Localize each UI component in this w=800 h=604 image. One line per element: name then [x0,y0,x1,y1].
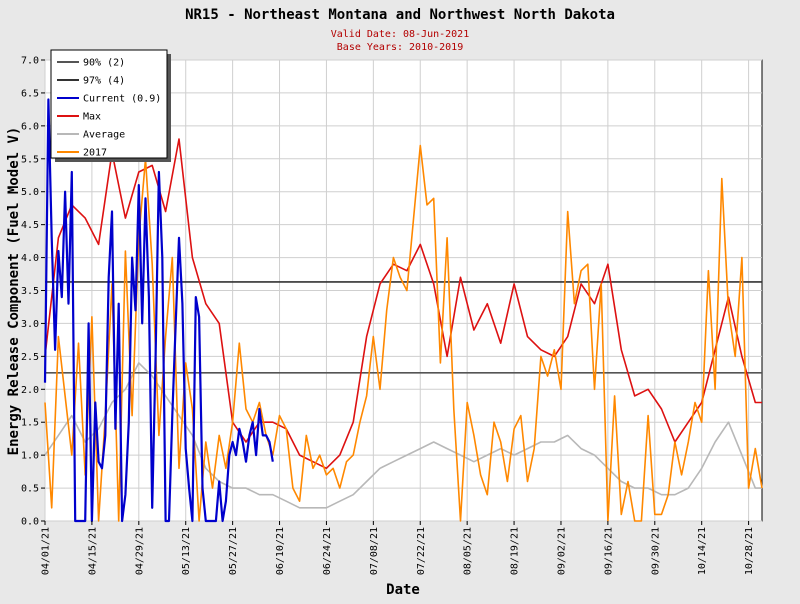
legend-label: Average [83,130,125,141]
y-tick-label: 1.5 [21,418,39,429]
y-tick-label: 4.0 [21,253,39,264]
y-tick-label: 3.0 [21,319,39,330]
chart-title: NR15 - Northeast Montana and Northwest N… [185,7,615,23]
x-tick-label: 04/15/21 [87,527,98,575]
y-tick-label: 6.0 [21,121,39,132]
y-tick-label: 5.0 [21,187,39,198]
y-tick-label: 6.5 [21,88,39,99]
series-line [44,362,762,509]
x-tick-label: 07/08/21 [369,527,380,575]
x-tick-label: 04/01/21 [41,527,52,575]
y-axis-ticks: 0.0 0.5 1.0 1.5 2.0 2.5 3.0 3.5 4.0 4.5 5.0 5.5 6.0 6… [21,56,45,528]
y-tick-label: 0.5 [21,484,39,495]
x-tick-label: 06/24/21 [322,527,333,575]
x-tick-label: 05/27/21 [228,527,239,575]
x-tick-label: 04/29/21 [134,527,145,575]
x-tick-label: 10/14/21 [697,527,708,575]
x-tick-label: 08/05/21 [463,527,474,575]
y-tick-label: 1.0 [21,451,39,462]
x-tick-label: 09/16/21 [603,527,614,575]
chart-valid-date: Valid Date: 08-Jun-2021 [331,29,469,40]
x-tick-label: 06/10/21 [275,527,286,575]
y-tick-label: 5.5 [21,154,39,165]
x-tick-label: 05/13/21 [181,527,192,575]
x-axis-title: Date [386,582,420,598]
series-line [44,138,762,470]
legend-label: 90% (2) [83,58,125,69]
legend-box [50,49,168,159]
y-tick-label: 2.5 [21,352,39,363]
series-line [43,98,274,523]
chart-base-years: Base Years: 2010-2019 [337,42,463,53]
y-axis-title: Energy Release Component (Fuel Model V) [6,127,22,456]
x-tick-label: 08/19/21 [510,527,521,575]
y-tick-label: 0.0 [21,517,39,528]
y-tick-label: 3.5 [21,286,39,297]
legend-label: Current (0.9) [83,94,161,105]
y-tick-label: 7.0 [21,56,39,67]
x-axis-ticks: 04/01/21 04/15/21 04/29/21 05/13/21 05/27/21… [41,521,755,575]
y-tick-label: 4.5 [21,220,39,231]
data-series [43,98,763,523]
x-tick-label: 10/28/21 [744,527,755,575]
legend-label: Max [83,112,101,123]
legend: 90% (2) 97% (4) Current (0.9) Max Average 201… [50,49,171,162]
legend-label: 2017 [83,148,107,159]
x-tick-label: 09/02/21 [556,527,567,575]
x-tick-label: 09/30/21 [650,527,661,575]
x-tick-label: 07/22/21 [416,527,427,575]
legend-label: 97% (4) [83,76,125,87]
y-tick-label: 2.0 [21,385,39,396]
